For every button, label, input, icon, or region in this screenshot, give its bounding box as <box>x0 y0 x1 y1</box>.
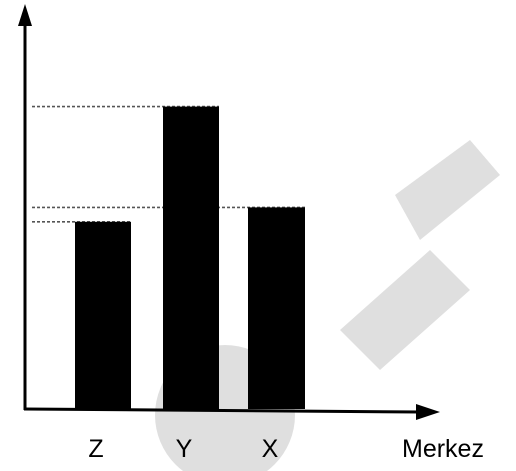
category-label-y: Y <box>176 435 193 463</box>
category-label-z: Z <box>88 435 103 463</box>
y-axis-arrow <box>18 4 32 26</box>
bars <box>75 106 305 409</box>
x-axis-arrow <box>416 404 440 420</box>
x-axis <box>23 407 421 414</box>
bar-z <box>75 221 131 409</box>
bar-x <box>248 207 305 409</box>
bar-y <box>163 106 219 409</box>
category-label-x: X <box>262 435 279 463</box>
x-axis-label: Merkez <box>402 435 484 463</box>
axes <box>18 4 440 420</box>
